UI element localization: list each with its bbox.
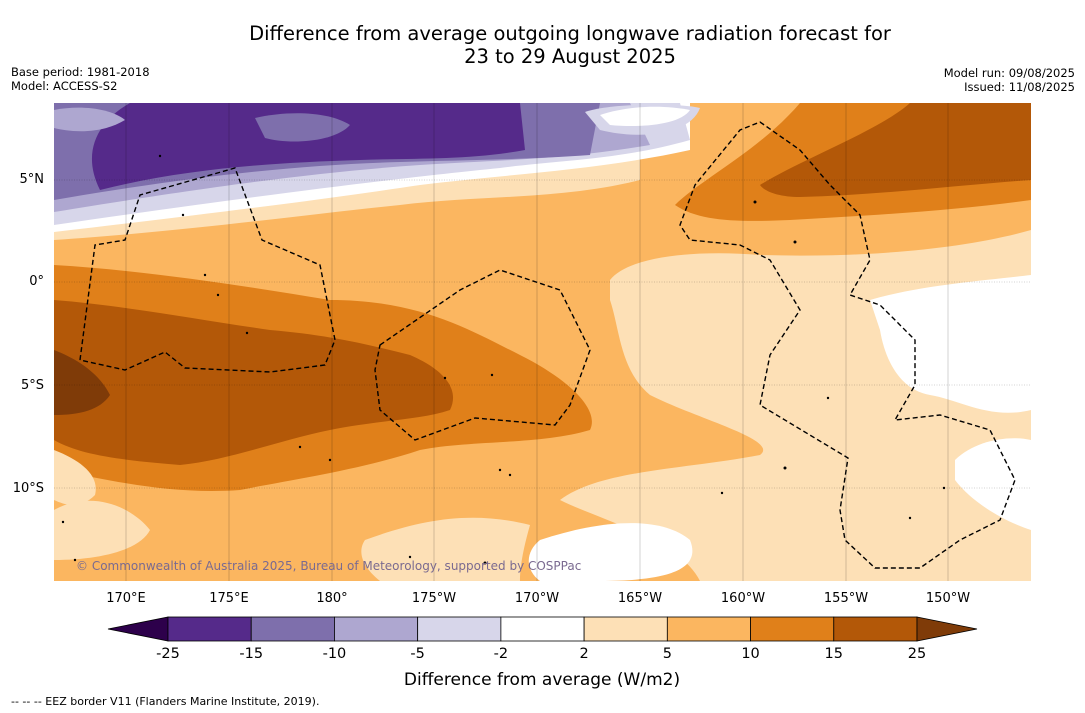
lon-tick-label: 180°	[316, 591, 347, 606]
colorbar-segment	[417, 616, 502, 642]
colorbar-title: Difference from average (W/m2)	[404, 670, 680, 690]
field-east-white	[870, 275, 1031, 413]
colorbar-segment	[583, 616, 668, 642]
eez-footnote: -- -- -- EEZ border V11 (Flanders Marine…	[11, 695, 320, 708]
colorbar-segment	[666, 616, 751, 642]
colorbar-tick-label: 25	[908, 646, 926, 662]
colorbar-tick-label: -25	[156, 646, 180, 662]
field-east-white2	[955, 438, 1031, 530]
colorbar-extend-high	[916, 616, 978, 642]
meta-right: Model run: 09/08/2025 Issued: 11/08/2025	[944, 66, 1075, 94]
field-north-patch-m10	[255, 113, 350, 142]
title-line-2: 23 to 29 August 2025	[464, 45, 676, 68]
graticule	[54, 103, 1031, 581]
field-west-25	[54, 350, 110, 415]
field-se-white	[528, 523, 693, 581]
colorbar-segment	[500, 616, 585, 642]
lat-tick-label: 0°	[29, 274, 44, 289]
copyright-text: © Commonwealth of Australia 2025, Bureau…	[76, 559, 581, 573]
field-west-15	[54, 300, 454, 465]
issued-date: Issued: 11/08/2025	[964, 80, 1075, 94]
colorbar-tick-label: -15	[239, 646, 263, 662]
colorbar-segment	[833, 616, 918, 642]
colorbar-tick-label: 15	[825, 646, 843, 662]
base-period: Base period: 1981-2018	[11, 65, 150, 79]
lon-tick-label: 165°W	[618, 591, 662, 606]
colorbar-tick-label: 2	[579, 646, 588, 662]
colorbar-tick-label: -2	[494, 646, 508, 662]
field-north-m15	[91, 103, 525, 190]
field-ne-15	[760, 103, 1031, 197]
lat-tick-label: 5°N	[20, 172, 45, 187]
field-north-whitepatch	[600, 106, 690, 127]
lat-tick-label: 10°S	[13, 481, 44, 496]
meta-left: Base period: 1981-2018 Model: ACCESS-S2	[11, 65, 150, 93]
colorbar: -25 -15 -10 -5 -2 2 5 10 15 25	[107, 616, 978, 662]
lon-tick-label: 170°E	[106, 591, 146, 606]
title-line-1: Difference from average outgoing longwav…	[249, 22, 891, 45]
lon-tick-label: 175°E	[209, 591, 249, 606]
colorbar-tick-label: 5	[663, 646, 672, 662]
lon-tick-label: 175°W	[412, 591, 456, 606]
colorbar-segment	[250, 616, 335, 642]
eez-borders	[79, 121, 1016, 569]
lon-tick-label: 160°W	[721, 591, 765, 606]
lat-axis: 5°N 0° 5°S 10°S	[13, 172, 44, 496]
map-title: Difference from average outgoing longwav…	[0, 22, 1085, 68]
field-sw-light	[54, 500, 150, 560]
colorbar-tick-label: -5	[410, 646, 424, 662]
lon-tick-label: 170°W	[515, 591, 559, 606]
colorbar-segment	[167, 616, 252, 642]
lon-tick-label: 155°W	[824, 591, 868, 606]
colorbar-segment	[750, 616, 835, 642]
lon-axis: 170°E 175°E 180° 175°W 170°W 165°W 160°W 155°W 1…	[106, 591, 970, 606]
field-north-patch-light	[54, 107, 125, 132]
model-run: Model run: 09/08/2025	[943, 66, 1075, 80]
field-west-light	[54, 450, 96, 505]
field-se-light	[361, 517, 530, 581]
islands	[61, 154, 946, 565]
lon-tick-label: 150°W	[926, 591, 970, 606]
model-name: Model: ACCESS-S2	[11, 79, 118, 93]
lat-tick-label: 5°S	[21, 378, 44, 393]
colorbar-extend-low	[107, 616, 169, 642]
colorbar-segment	[334, 616, 419, 642]
colorbar-tick-label: -10	[323, 646, 347, 662]
map-area: © Commonwealth of Australia 2025, Bureau…	[54, 103, 1031, 581]
colorbar-tick-label: 10	[741, 646, 759, 662]
